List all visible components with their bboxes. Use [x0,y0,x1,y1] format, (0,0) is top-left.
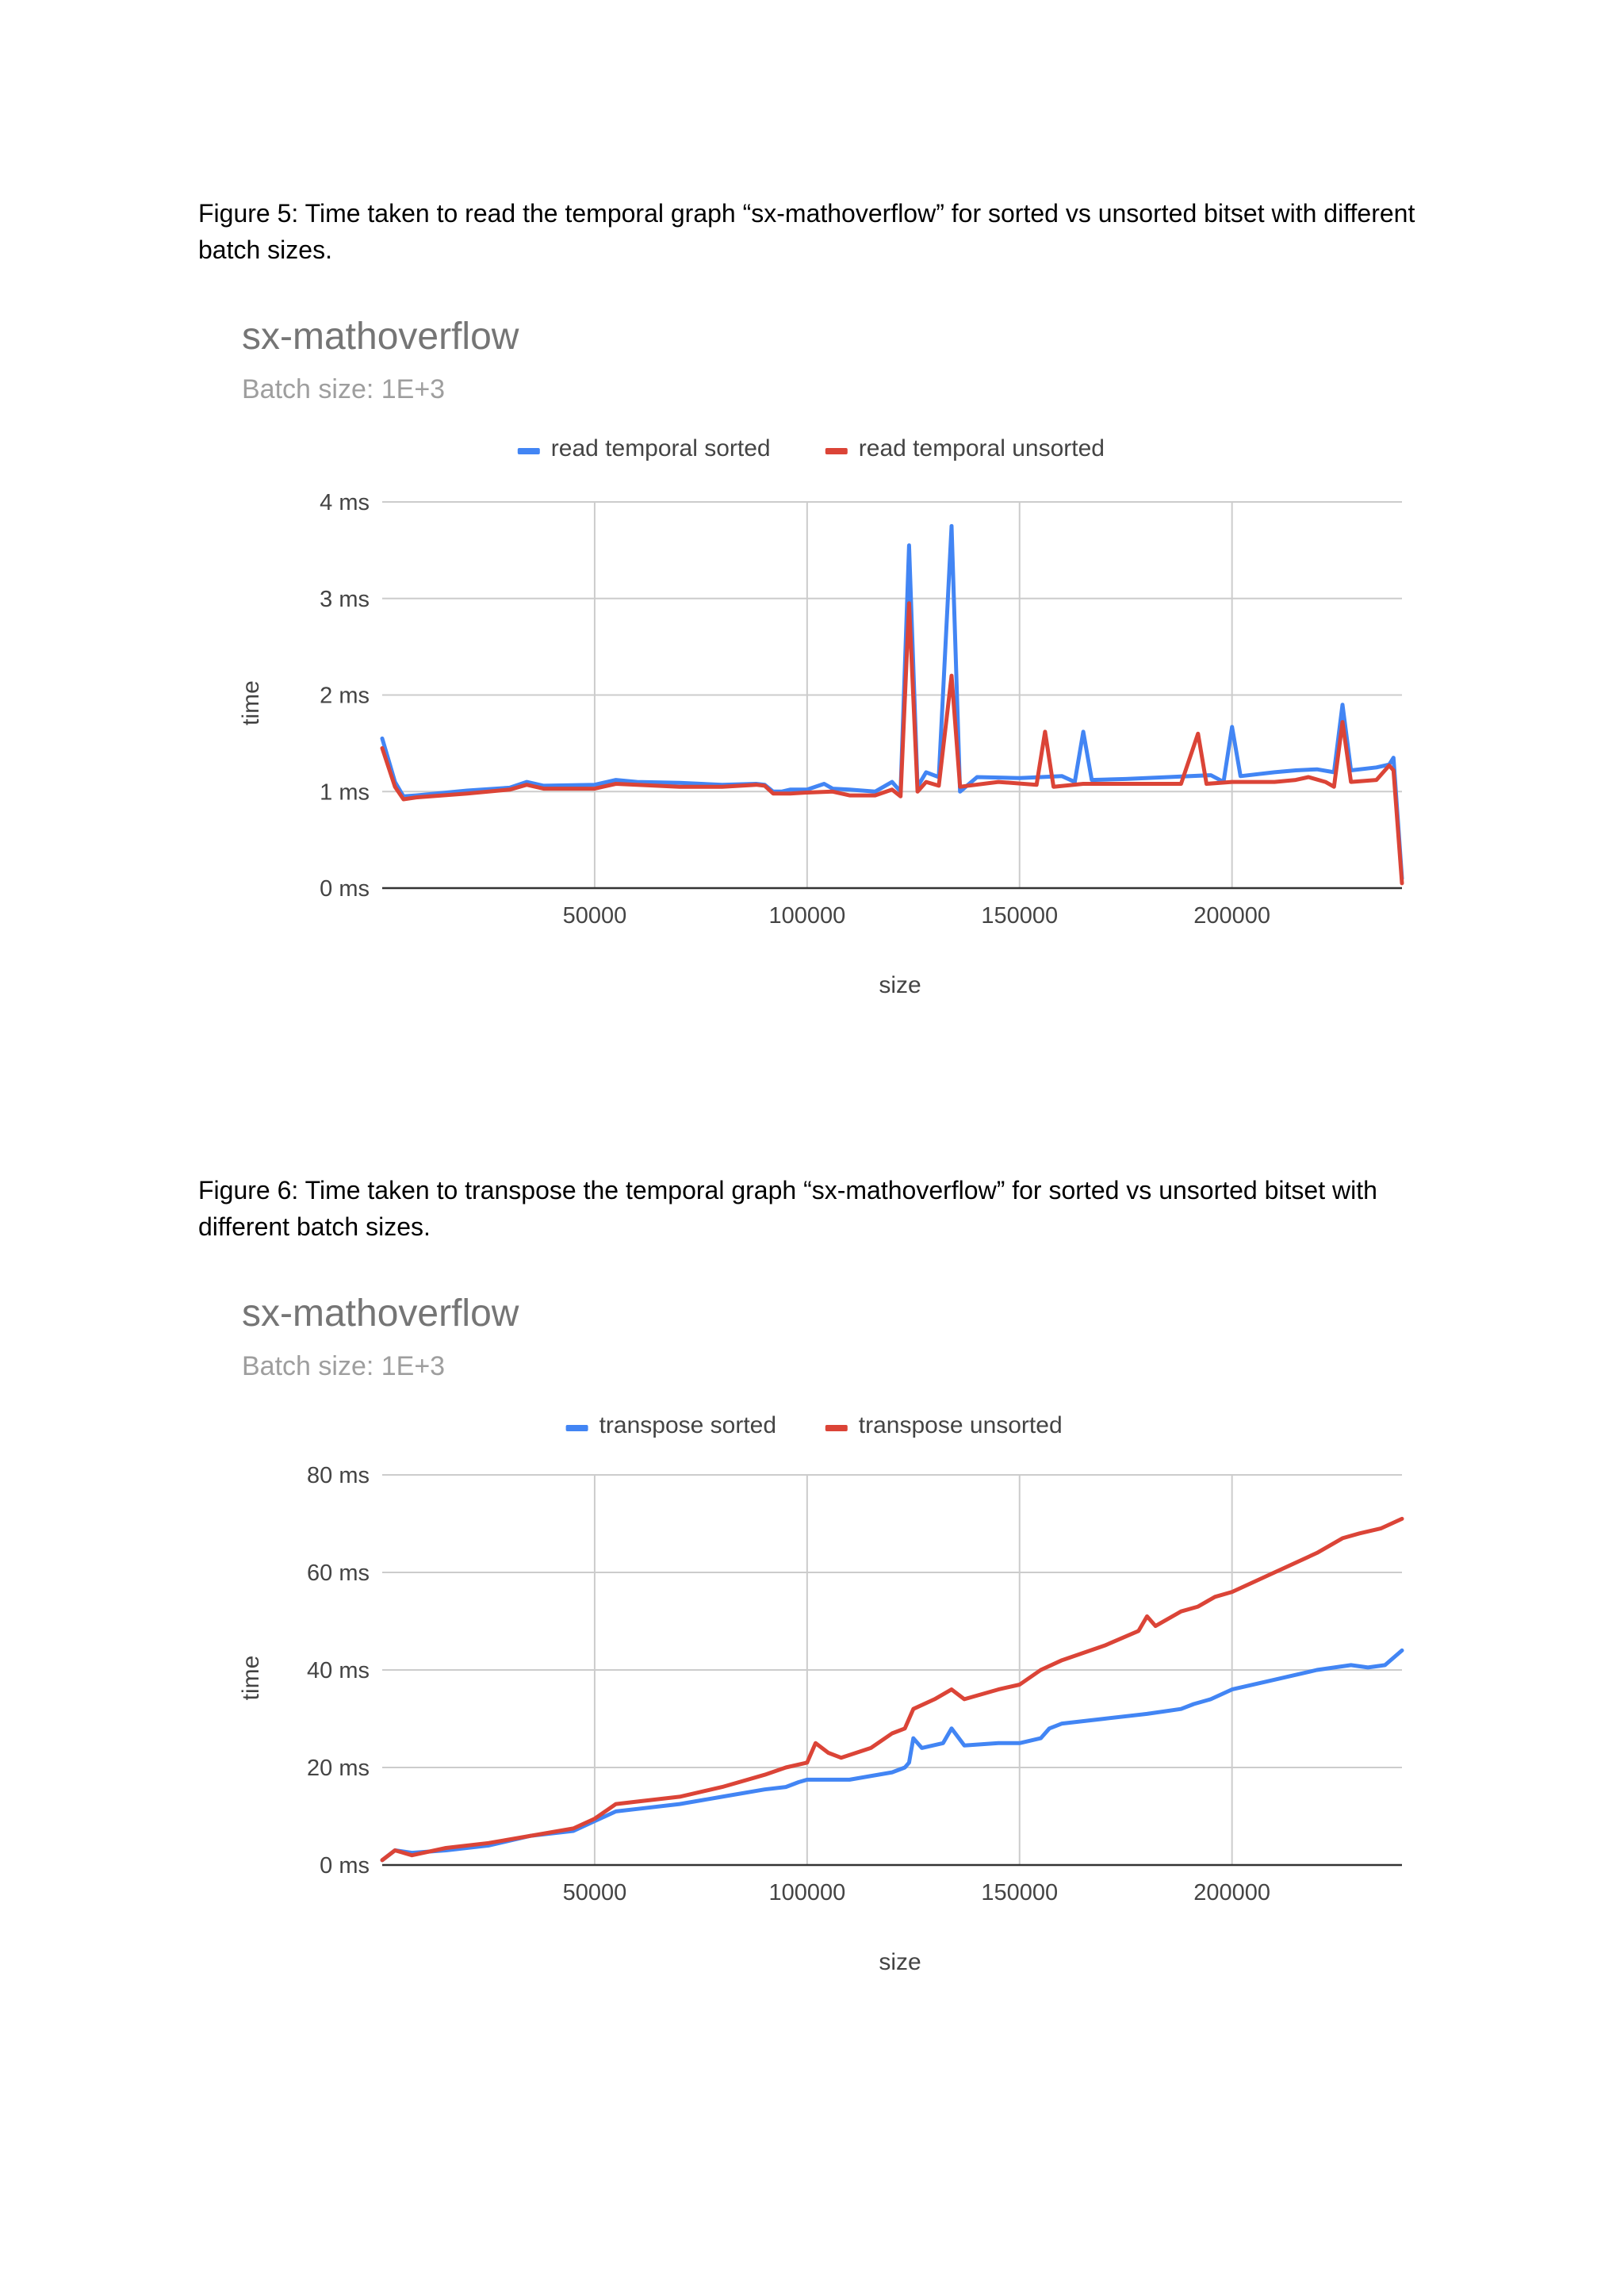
chart-subtitle: Batch size: 1E+3 [242,374,445,404]
y-tick-label: 20 ms [307,1756,370,1781]
legend-label-sorted: read temporal sorted [551,435,771,461]
legend-swatch-sorted [517,448,540,454]
figure-6-caption: Figure 6: Time taken to transpose the te… [198,1176,1377,1241]
chart-figure-6: sx-mathoverflow Batch size: 1E+3 transpose… [230,1278,1435,1992]
y-tick-label: 4 ms [320,490,370,515]
y-tick-label: 60 ms [307,1561,370,1586]
legend-label-unsorted: transpose unsorted [859,1412,1063,1438]
chart-figure-6-svg: sx-mathoverflow Batch size: 1E+3 transpose… [238,1293,1404,1975]
series-line-sorted [380,1648,1404,1863]
legend: read temporal sorted read temporal unsort… [517,435,1105,461]
x-tick-label: 50000 [563,903,627,929]
y-tick-label: 3 ms [320,587,370,612]
series-line-unsorted [380,1516,1404,1863]
x-tick-label: 200000 [1193,903,1270,929]
x-tick-label: 100000 [768,1880,845,1905]
x-tick-label: 100000 [768,903,845,929]
series-line-sorted [380,523,1404,881]
legend-swatch-sorted [565,1425,588,1431]
y-tick-label: 2 ms [320,684,370,709]
legend-label-sorted: transpose sorted [599,1412,776,1438]
y-tick-label: 80 ms [307,1463,370,1488]
series-line-unsorted [380,601,1404,886]
y-axis-label: time [238,680,264,726]
y-tick-label: 40 ms [307,1658,370,1683]
y-tick-label: 1 ms [320,779,370,805]
y-tick-label: 0 ms [320,1853,370,1878]
x-tick-label: 150000 [981,1880,1058,1905]
y-tick-label: 0 ms [320,876,370,902]
legend-swatch-unsorted [825,1425,848,1431]
legend-swatch-unsorted [825,448,848,454]
x-tick-label: 200000 [1193,1880,1270,1905]
legend: transpose sorted transpose unsorted [565,1412,1063,1438]
chart-figure-5-svg: sx-mathoverflow Batch size: 1E+3 read temp… [238,316,1404,998]
x-axis-label: size [879,1949,921,1975]
chart-subtitle: Batch size: 1E+3 [242,1351,445,1381]
chart-figure-5: sx-mathoverflow Batch size: 1E+3 read temp… [230,301,1435,1015]
y-axis-label: time [238,1656,264,1701]
chart-title: sx-mathoverflow [242,316,519,358]
chart-title: sx-mathoverflow [242,1293,519,1335]
figure-5-caption: Figure 5: Time taken to read the tempora… [198,199,1415,264]
x-tick-label: 50000 [563,1880,627,1905]
x-tick-label: 150000 [981,903,1058,929]
x-axis-label: size [879,972,921,998]
legend-label-unsorted: read temporal unsorted [859,435,1105,461]
